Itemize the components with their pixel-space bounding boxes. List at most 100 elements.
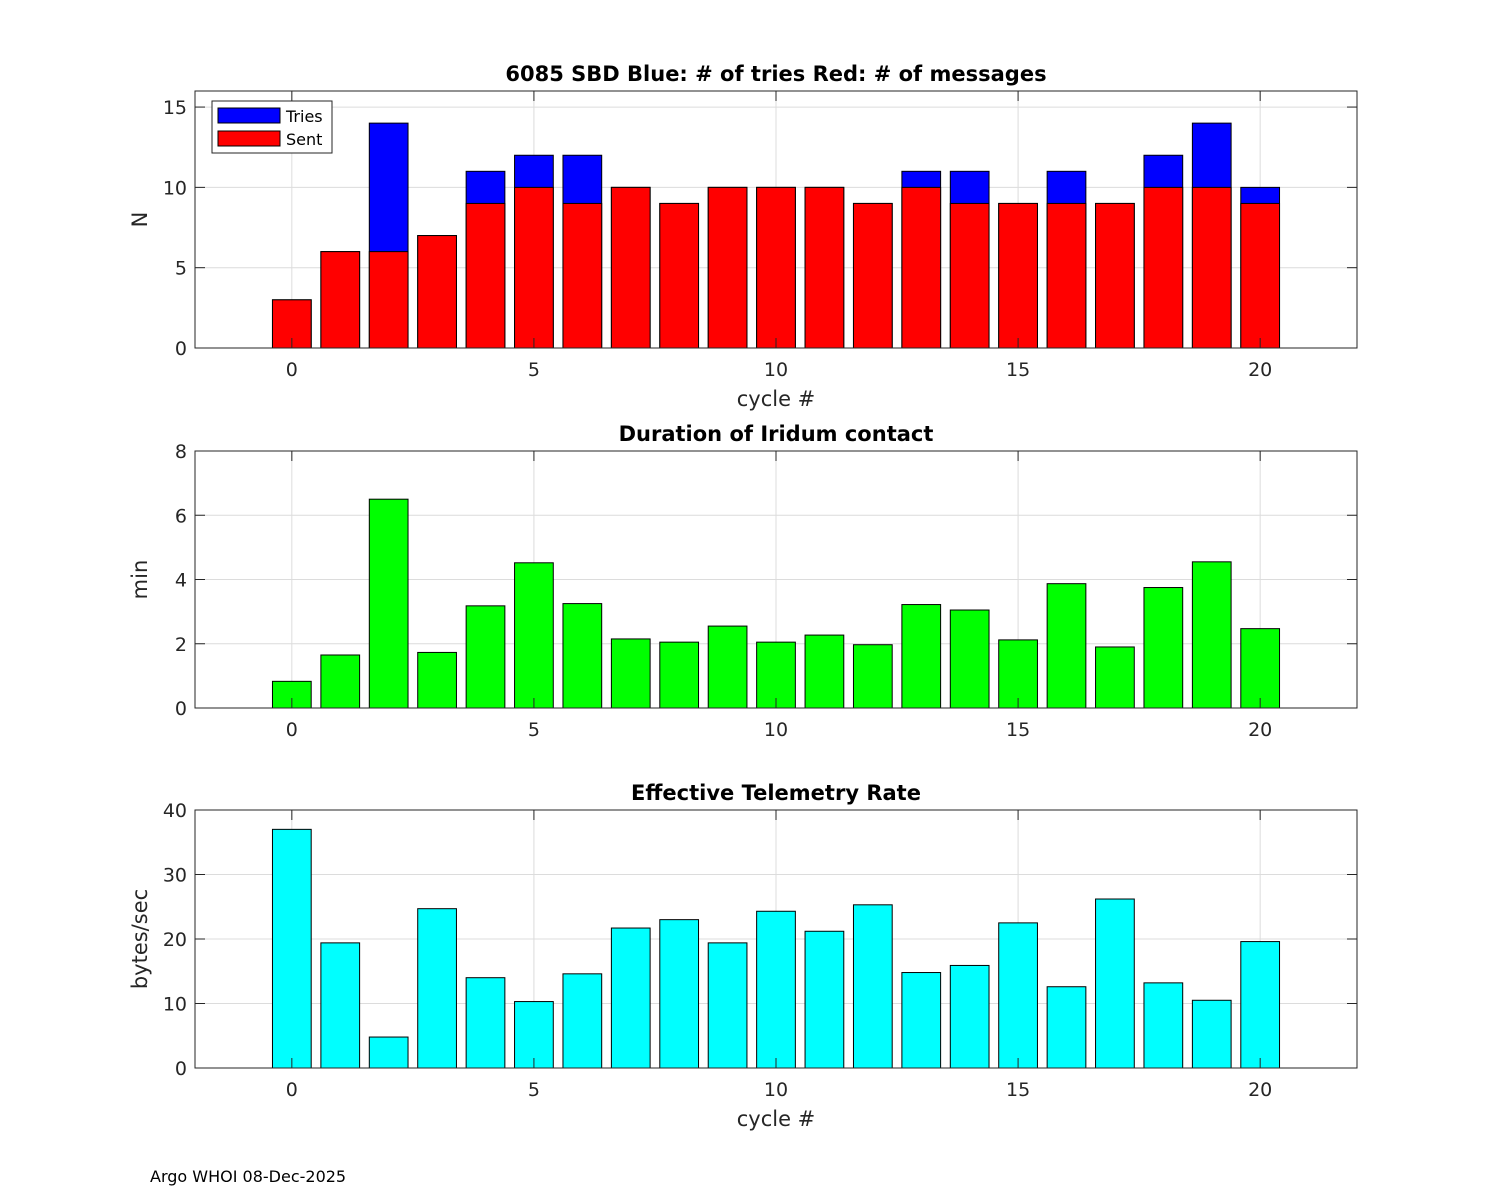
bar-sent-cycle-5 <box>514 186 554 349</box>
chart-title: Duration of Iridum contact <box>619 422 934 446</box>
x-tick-label: 20 <box>1248 719 1272 741</box>
bar-rate-cycle-2 <box>368 1036 409 1069</box>
bar-duration-cycle-17 <box>1095 646 1135 709</box>
y-tick-label: 4 <box>175 570 187 592</box>
bar-rate-cycle-11 <box>804 930 845 1069</box>
y-axis-label: min <box>128 560 152 600</box>
footer-label: Argo WHOI 08-Dec-2025 <box>150 1167 346 1186</box>
bar-sent-cycle-13 <box>901 186 942 349</box>
bar-rate-cycle-12 <box>852 904 893 1069</box>
x-tick-label: 5 <box>528 359 540 381</box>
bar-sent-cycle-20 <box>1240 202 1281 349</box>
chart-title: 6085 SBD Blue: # of tries Red: # of mess… <box>505 62 1046 86</box>
bar-rate-cycle-14 <box>949 964 990 1069</box>
bar-duration-cycle-2 <box>368 498 409 709</box>
legend-swatch-sent <box>217 130 281 147</box>
bar-sent-cycle-17 <box>1095 202 1135 349</box>
bar-sent-cycle-3 <box>417 235 457 349</box>
bar-duration-cycle-19 <box>1191 561 1232 709</box>
bar-sent-cycle-9 <box>707 186 748 349</box>
x-tick-label: 5 <box>528 1079 540 1101</box>
bar-sent-cycle-10 <box>756 186 796 349</box>
bar-rate-cycle-1 <box>320 942 361 1069</box>
bar-duration-cycle-16 <box>1046 583 1087 709</box>
bar-sent-cycle-6 <box>562 202 603 349</box>
y-axis-label: N <box>128 212 152 228</box>
y-tick-label: 40 <box>163 800 187 822</box>
bar-sent-cycle-2 <box>368 251 409 349</box>
bar-sent-cycle-7 <box>610 186 651 349</box>
bar-duration-cycle-8 <box>659 641 700 709</box>
x-tick-label: 15 <box>1006 359 1030 381</box>
y-tick-label: 10 <box>163 994 187 1016</box>
chart-panel-2: 0 5 10 15 20 0 2 4 6 8 Duration of Iridum contact m… <box>128 422 1358 741</box>
bar-duration-cycle-12 <box>852 644 893 709</box>
bar-sent-cycle-4 <box>465 202 506 349</box>
bar-rate-cycle-18 <box>1143 982 1184 1069</box>
bar-duration-cycle-15 <box>998 639 1038 709</box>
x-tick-label: 10 <box>764 719 788 741</box>
y-axis-label: bytes/sec <box>128 889 152 989</box>
bar-sent-cycle-15 <box>998 202 1038 349</box>
x-axis-label: cycle # <box>737 387 816 411</box>
y-tick-label: 30 <box>163 865 187 887</box>
x-tick-label: 20 <box>1248 1079 1272 1101</box>
y-tick-label: 15 <box>163 97 187 119</box>
bar-duration-cycle-14 <box>949 609 990 709</box>
bar-rate-cycle-17 <box>1095 898 1135 1069</box>
bar-rate-cycle-15 <box>998 922 1038 1069</box>
x-tick-label: 10 <box>764 359 788 381</box>
bar-rate-cycle-0 <box>271 828 312 1069</box>
bar-duration-cycle-7 <box>610 638 651 709</box>
bar-duration-cycle-1 <box>320 654 361 709</box>
bar-rate-cycle-20 <box>1240 941 1281 1069</box>
x-tick-label: 20 <box>1248 359 1272 381</box>
bar-duration-cycle-5 <box>514 562 554 709</box>
x-tick-label: 15 <box>1006 719 1030 741</box>
y-tick-label: 10 <box>163 177 187 199</box>
y-tick-label: 6 <box>175 505 187 527</box>
bar-duration-cycle-9 <box>707 625 748 709</box>
bar-sent-cycle-14 <box>949 202 990 349</box>
y-tick-label: 0 <box>175 698 187 720</box>
legend-swatch-tries <box>217 107 281 124</box>
legend-label-sent: Sent <box>286 130 322 149</box>
bar-duration-cycle-6 <box>562 603 603 709</box>
x-axis-label: cycle # <box>737 1107 816 1131</box>
bar-sent-cycle-12 <box>852 202 893 349</box>
bar-sent-cycle-19 <box>1191 186 1232 349</box>
bar-rate-cycle-6 <box>562 973 603 1069</box>
bar-rate-cycle-3 <box>417 908 457 1069</box>
bar-rate-cycle-19 <box>1191 999 1232 1069</box>
y-tick-label: 8 <box>175 441 187 463</box>
x-tick-label: 15 <box>1006 1079 1030 1101</box>
plots: 0 5 10 15 20 0 5 10 15 6085 SBD Blue: # of tries … <box>128 62 1358 1131</box>
bar-sent-cycle-16 <box>1046 202 1087 349</box>
chart-panel-3: 0 5 10 15 20 0 10 20 30 40 Effective Telemetry Rat… <box>128 781 1358 1131</box>
legend-label-tries: Tries <box>285 107 323 126</box>
bar-duration-cycle-18 <box>1143 587 1184 709</box>
bar-rate-cycle-7 <box>610 927 651 1069</box>
y-tick-label: 5 <box>175 258 187 280</box>
y-tick-label: 0 <box>175 338 187 360</box>
bar-rate-cycle-4 <box>465 977 506 1069</box>
y-tick-label: 20 <box>163 929 187 951</box>
bar-rate-cycle-16 <box>1046 986 1087 1069</box>
bar-sent-cycle-11 <box>804 186 845 349</box>
bar-rate-cycle-13 <box>901 972 942 1069</box>
bar-duration-cycle-3 <box>417 651 457 709</box>
y-tick-label: 2 <box>175 634 187 656</box>
chart-panel-1: 0 5 10 15 20 0 5 10 15 6085 SBD Blue: # of tries … <box>128 62 1358 411</box>
bar-duration-cycle-11 <box>804 634 845 709</box>
bar-sent-cycle-1 <box>320 251 361 349</box>
bar-rate-cycle-8 <box>659 919 700 1069</box>
bar-rate-cycle-10 <box>756 910 796 1069</box>
bar-duration-cycle-20 <box>1240 628 1281 709</box>
x-tick-label: 10 <box>764 1079 788 1101</box>
bar-duration-cycle-13 <box>901 604 942 709</box>
bar-sent-cycle-8 <box>659 202 700 349</box>
chart-title: Effective Telemetry Rate <box>631 781 921 805</box>
x-tick-label: 5 <box>528 719 540 741</box>
legend: Tries Sent <box>211 100 333 154</box>
